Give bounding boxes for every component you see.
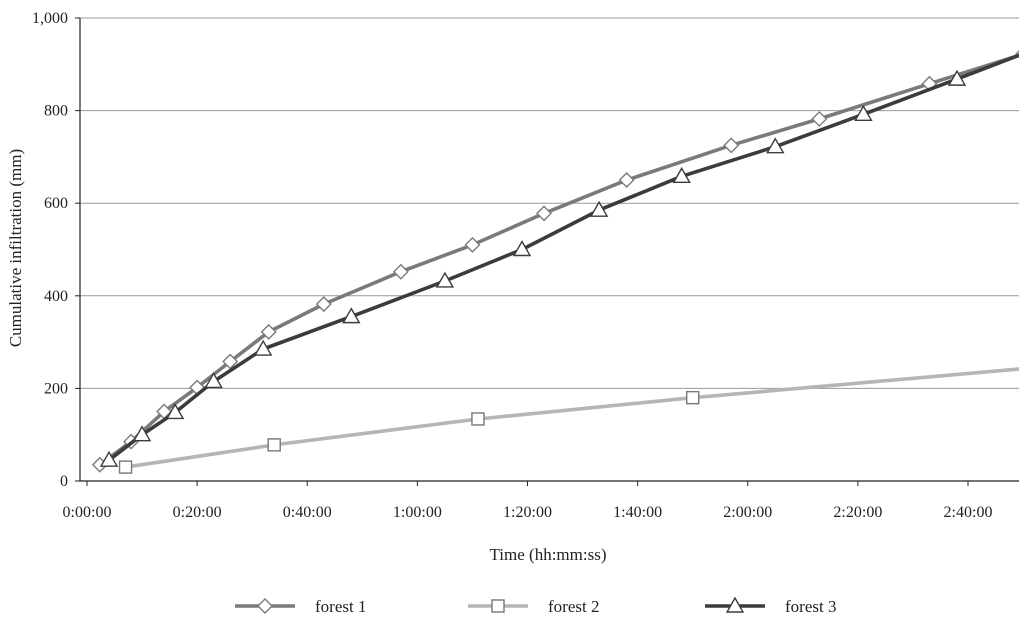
- data-point-diamond: [315, 296, 332, 313]
- y-tick-label: 600: [44, 195, 68, 212]
- data-point-diamond: [260, 323, 277, 340]
- series-lines: [91, 50, 1019, 474]
- x-axis-title: Time (hh:mm:ss): [490, 545, 607, 564]
- x-tick-label: 2:00:00: [723, 504, 772, 521]
- data-point-diamond: [392, 263, 409, 280]
- x-tick-label: 0:00:00: [63, 504, 112, 521]
- data-point-square: [471, 412, 485, 426]
- x-tick-label: 1:40:00: [613, 504, 662, 521]
- legend-label: forest 2: [548, 597, 599, 616]
- data-point-triangle: [512, 240, 532, 257]
- x-tick-label: 0:40:00: [283, 504, 332, 521]
- y-tick-label: 1,000: [32, 10, 68, 27]
- y-tick-label: 200: [44, 380, 68, 397]
- x-tick-label: 2:20:00: [833, 504, 882, 521]
- x-tick-label: 0:20:00: [173, 504, 222, 521]
- x-tick-label: 1:00:00: [393, 504, 442, 521]
- x-tick-label: 1:20:00: [503, 504, 552, 521]
- data-point-diamond: [811, 110, 828, 127]
- legend-marker-triangle: [725, 596, 745, 613]
- y-tick-label: 0: [60, 473, 68, 490]
- legend-item: forest 3: [705, 596, 836, 616]
- legend-label: forest 1: [315, 597, 366, 616]
- legend-marker-diamond: [257, 598, 273, 614]
- legend: forest 1 forest 2 forest 3: [235, 596, 836, 616]
- data-point-triangle: [99, 450, 119, 467]
- data-point-triangle: [766, 137, 785, 154]
- data-point-triangle: [165, 403, 185, 420]
- legend-item: forest 2: [468, 597, 599, 616]
- x-tick-label: 2:40:00: [944, 504, 993, 521]
- legend-item: forest 1: [235, 597, 366, 616]
- series-forest-3: [99, 53, 1019, 467]
- data-point-diamond: [536, 205, 553, 222]
- data-point-square: [118, 460, 133, 474]
- y-tick-label: 800: [44, 103, 68, 120]
- y-tick-labels: 0 200 400 600 800 1,000: [32, 10, 80, 490]
- data-point-triangle: [253, 339, 273, 356]
- series-forest-2: [118, 367, 1019, 474]
- y-axis-title: Cumulative infiltration (mm): [6, 149, 25, 347]
- data-point-triangle: [132, 425, 152, 442]
- data-point-triangle: [342, 307, 361, 324]
- y-tick-label: 400: [44, 288, 68, 305]
- data-point-diamond: [618, 172, 635, 189]
- data-point-triangle: [435, 271, 455, 288]
- data-point-triangle: [947, 69, 967, 86]
- data-point-triangle: [854, 104, 873, 122]
- data-point-triangle: [204, 372, 223, 389]
- data-point-triangle: [589, 200, 609, 217]
- data-point-square: [685, 390, 700, 405]
- x-tick-labels: 0:00:00 0:20:00 0:40:00 1:00:00 1:20:00 1:40:…: [63, 481, 993, 521]
- data-point-square: [267, 438, 281, 452]
- legend-label: forest 3: [785, 597, 836, 616]
- series-forest-1: [91, 50, 1019, 473]
- axes: [79, 18, 1019, 482]
- series-line: [98, 53, 1019, 467]
- series-line: [123, 367, 1019, 469]
- data-point-diamond: [464, 236, 481, 253]
- data-point-diamond: [723, 137, 740, 154]
- gridlines: [80, 17, 1019, 389]
- legend-marker-square: [491, 599, 505, 613]
- series-line: [107, 53, 1019, 462]
- data-point-triangle: [672, 166, 691, 184]
